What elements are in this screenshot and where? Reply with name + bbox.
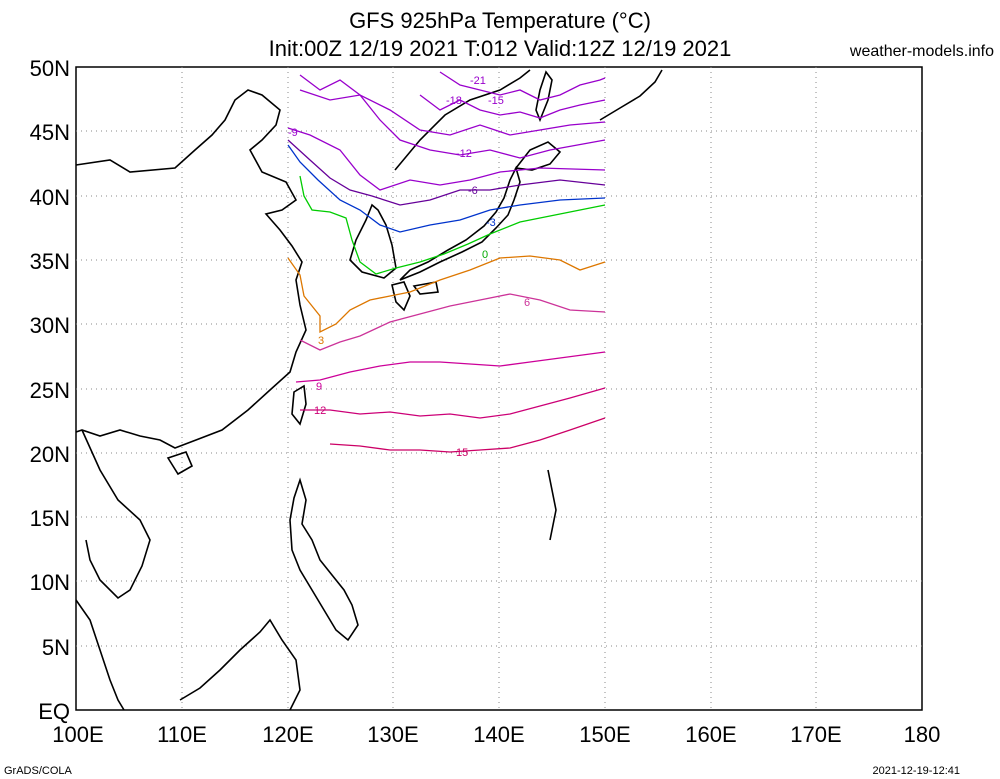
map-subtitle: Init:00Z 12/19 2021 T:012 Valid:12Z 12/1… [268,36,732,61]
lon-grid [181,67,817,710]
contour-0 [299,175,606,275]
lon-label-120: 120E [262,722,313,747]
contour-6 [299,293,606,351]
contour-minus18 [419,94,606,119]
site-credit: weather-models.info [849,43,994,60]
lat-label-30: 30N [30,313,70,338]
contour-lines [287,71,606,453]
contour-minus21 [439,71,606,101]
lat-grid [76,130,922,647]
contour-label-9: 9 [316,381,322,393]
contour-labels: -21 -18 -15 -12 -9 -6 -3 0 3 6 9 12 15 [288,75,530,459]
contour-label-minus15: -15 [488,95,504,107]
contour-label-minus3: -3 [486,217,496,229]
lon-label-140: 140E [473,722,524,747]
lon-label-170: 170E [790,722,841,747]
coastlines [75,69,663,711]
plot-frame [75,66,923,711]
lon-label-150: 150E [579,722,630,747]
lat-label-50: 50N [30,56,70,81]
contour-label-minus21: -21 [470,75,486,87]
footer-timestamp: 2021-12-19-12:41 [872,765,960,777]
lat-label-eq: EQ [38,699,70,724]
lon-label-160: 160E [685,722,736,747]
lat-label-10: 10N [30,570,70,595]
contour-label-6: 6 [524,297,530,309]
lon-label-180: 180 [904,722,941,747]
lat-label-35: 35N [30,249,70,274]
contour-label-minus6: -6 [468,185,478,197]
contour-minus15 [299,89,606,136]
lon-label-100: 100E [52,722,103,747]
lat-label-5: 5N [42,635,70,660]
contour-12 [300,387,606,419]
contour-3 [287,255,606,334]
lon-label-130: 130E [367,722,418,747]
lat-label-15: 15N [30,506,70,531]
contour-minus6 [287,139,606,206]
lat-label-20: 20N [30,442,70,467]
contour-label-minus18: -18 [446,95,462,107]
contour-label-0: 0 [482,249,488,261]
contour-label-12: 12 [314,405,326,417]
lat-label-45: 45N [30,120,70,145]
lon-axis: 100E 110E 120E 130E 140E 150E 160E 170E … [52,722,940,747]
lat-label-25: 25N [30,378,70,403]
footer-credit: GrADS/COLA [4,765,72,777]
contour-minus9 [287,127,606,191]
lat-label-40: 40N [30,185,70,210]
lat-axis: 50N 45N 40N 35N 30N 25N 20N 15N 10N 5N E… [30,56,70,724]
contour-minus12 [299,74,606,159]
contour-label-minus12: -12 [456,148,472,160]
map-title: GFS 925hPa Temperature (°C) [349,8,651,33]
contour-15 [329,417,606,453]
contour-label-15: 15 [456,447,468,459]
contour-minus3 [287,144,606,233]
lon-label-110: 110E [157,722,207,747]
contour-9 [295,351,606,383]
contour-label-minus9: -9 [288,127,298,139]
contour-label-3: 3 [318,335,324,347]
